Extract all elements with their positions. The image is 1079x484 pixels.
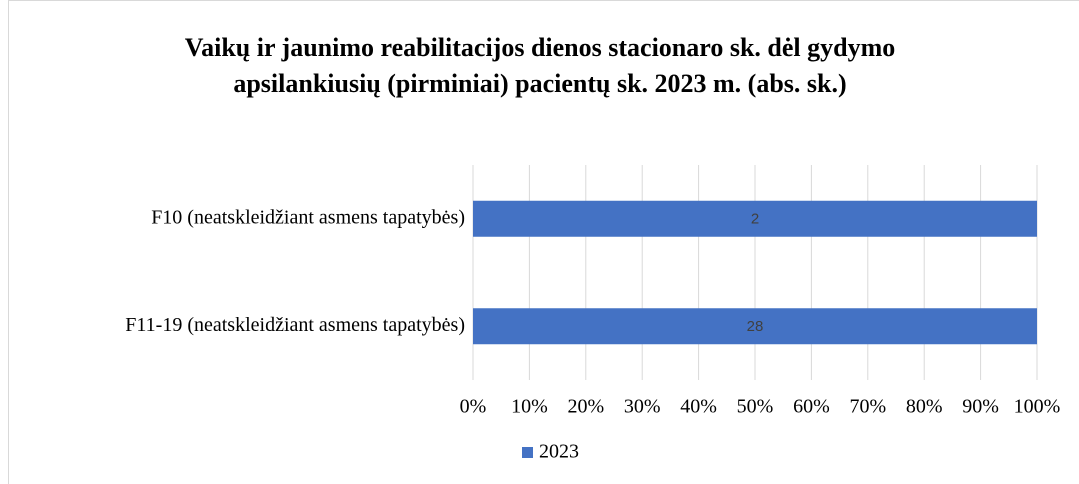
chart-frame <box>8 0 1079 484</box>
x-tick-label: 60% <box>793 396 830 418</box>
x-tick-label: 100% <box>1014 396 1061 418</box>
x-tick-label: 30% <box>624 396 661 418</box>
x-tick-label: 40% <box>680 396 717 418</box>
data-label: 2 <box>751 211 759 228</box>
bar <box>473 308 1037 345</box>
legend-label: 2023 <box>539 441 579 463</box>
x-tick-label: 90% <box>962 396 999 418</box>
chart-title: Vaikų ir jaunimo reabilitacijos dienos s… <box>185 33 896 62</box>
x-tick-label: 80% <box>906 396 943 418</box>
x-tick-label: 50% <box>737 396 774 418</box>
x-tick-label: 0% <box>460 396 487 418</box>
data-label: 28 <box>747 318 764 335</box>
y-tick-label: F10 (neatskleidžiant asmens tapatybės) <box>151 206 465 228</box>
y-tick-label: F11-19 (neatskleidžiant asmens tapatybės… <box>125 314 465 336</box>
chart-title: apsilankiusių (pirminiai) pacientų sk. 2… <box>233 69 846 98</box>
x-tick-label: 10% <box>511 396 548 418</box>
x-tick-label: 20% <box>567 396 604 418</box>
bar <box>473 200 1037 237</box>
legend-swatch <box>522 447 533 458</box>
x-tick-label: 70% <box>849 396 886 418</box>
